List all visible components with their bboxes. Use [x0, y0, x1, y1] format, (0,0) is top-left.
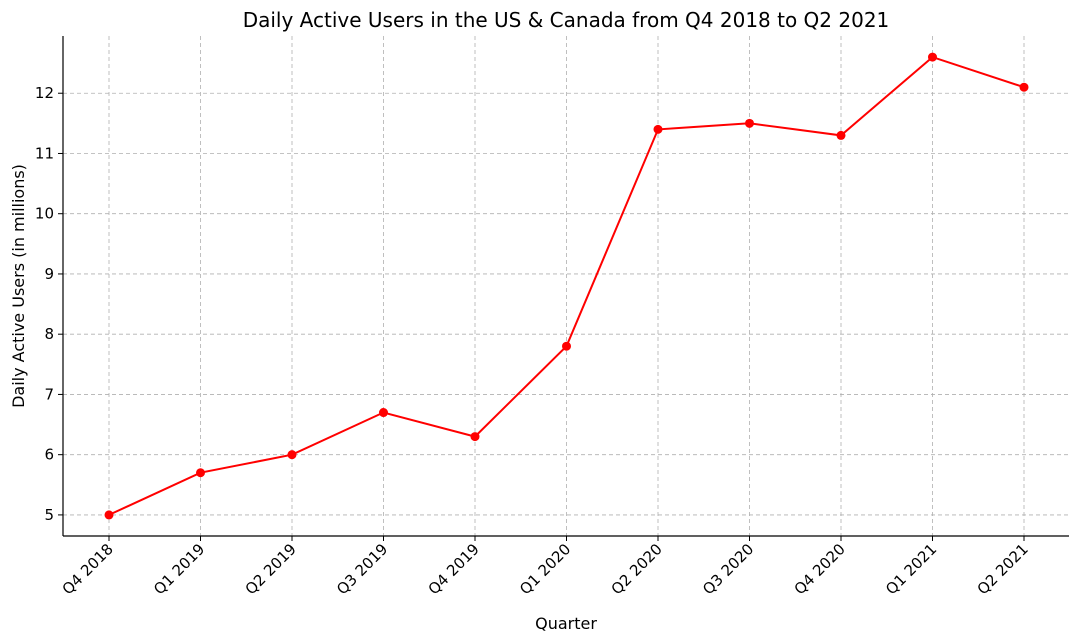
y-axis-ticks: 5 6 7 8 9 10 11 12	[35, 84, 63, 524]
x-tick-label: Q1 2020	[516, 540, 574, 598]
y-tick-label: 9	[44, 265, 54, 283]
y-tick-label: 11	[35, 144, 54, 162]
x-tick-label: Q1 2019	[150, 540, 208, 598]
x-tick-label: Q2 2021	[974, 540, 1032, 598]
data-point	[745, 118, 754, 128]
data-point	[653, 124, 663, 134]
y-tick-label: 8	[44, 325, 54, 343]
series-line	[108, 55, 1025, 516]
y-tick-label: 12	[35, 84, 54, 102]
y-tick-label: 6	[44, 446, 54, 464]
x-tick-label: Q2 2019	[242, 540, 300, 598]
data-point	[470, 432, 480, 442]
y-axis-label: Daily Active Users (in millions)	[9, 164, 28, 408]
y-tick-label: 10	[35, 205, 54, 223]
chart-title: Daily Active Users in the US & Canada fr…	[243, 8, 890, 32]
data-point	[379, 408, 388, 418]
data-point	[836, 130, 846, 140]
data-point	[196, 468, 205, 478]
grid-lines	[63, 36, 1069, 536]
data-point	[928, 52, 937, 62]
x-tick-label: Q4 2020	[791, 540, 849, 598]
x-axis-ticks: Q4 2018 Q1 2019 Q2 2019 Q3 2019 Q4 2019 Q1 20…	[59, 536, 1032, 598]
data-point	[104, 510, 114, 520]
y-tick-label: 7	[44, 385, 54, 403]
x-tick-label: Q2 2020	[608, 540, 666, 598]
x-axis-label: Quarter	[535, 614, 597, 633]
data-point	[562, 341, 571, 351]
x-tick-label: Q4 2019	[425, 540, 483, 598]
x-tick-label: Q4 2018	[59, 540, 117, 598]
x-tick-label: Q3 2019	[333, 540, 391, 598]
data-point	[1019, 82, 1029, 92]
x-tick-label: Q1 2021	[882, 540, 940, 598]
data-points	[104, 52, 1029, 520]
x-tick-label: Q3 2020	[699, 540, 757, 598]
y-tick-label: 5	[44, 506, 54, 524]
data-point	[287, 450, 297, 460]
